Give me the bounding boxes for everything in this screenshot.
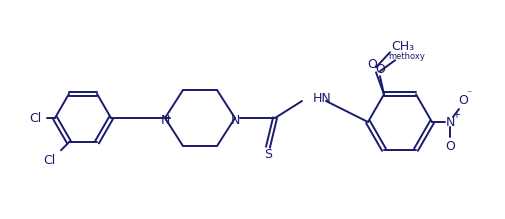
Text: ⁻: ⁻ [467, 89, 472, 99]
Text: Cl: Cl [43, 154, 55, 167]
Text: methoxy: methoxy [388, 52, 425, 61]
Text: S: S [264, 148, 272, 161]
Text: O: O [375, 63, 385, 76]
Text: +: + [452, 110, 460, 120]
Text: O: O [367, 58, 377, 71]
Text: N: N [160, 115, 170, 127]
Text: O: O [458, 94, 468, 106]
Text: N: N [230, 115, 240, 127]
Text: Cl: Cl [29, 111, 41, 124]
Text: CH₃: CH₃ [391, 40, 415, 53]
Text: HN: HN [313, 92, 332, 106]
Text: O: O [445, 141, 455, 154]
Text: N: N [445, 115, 455, 129]
